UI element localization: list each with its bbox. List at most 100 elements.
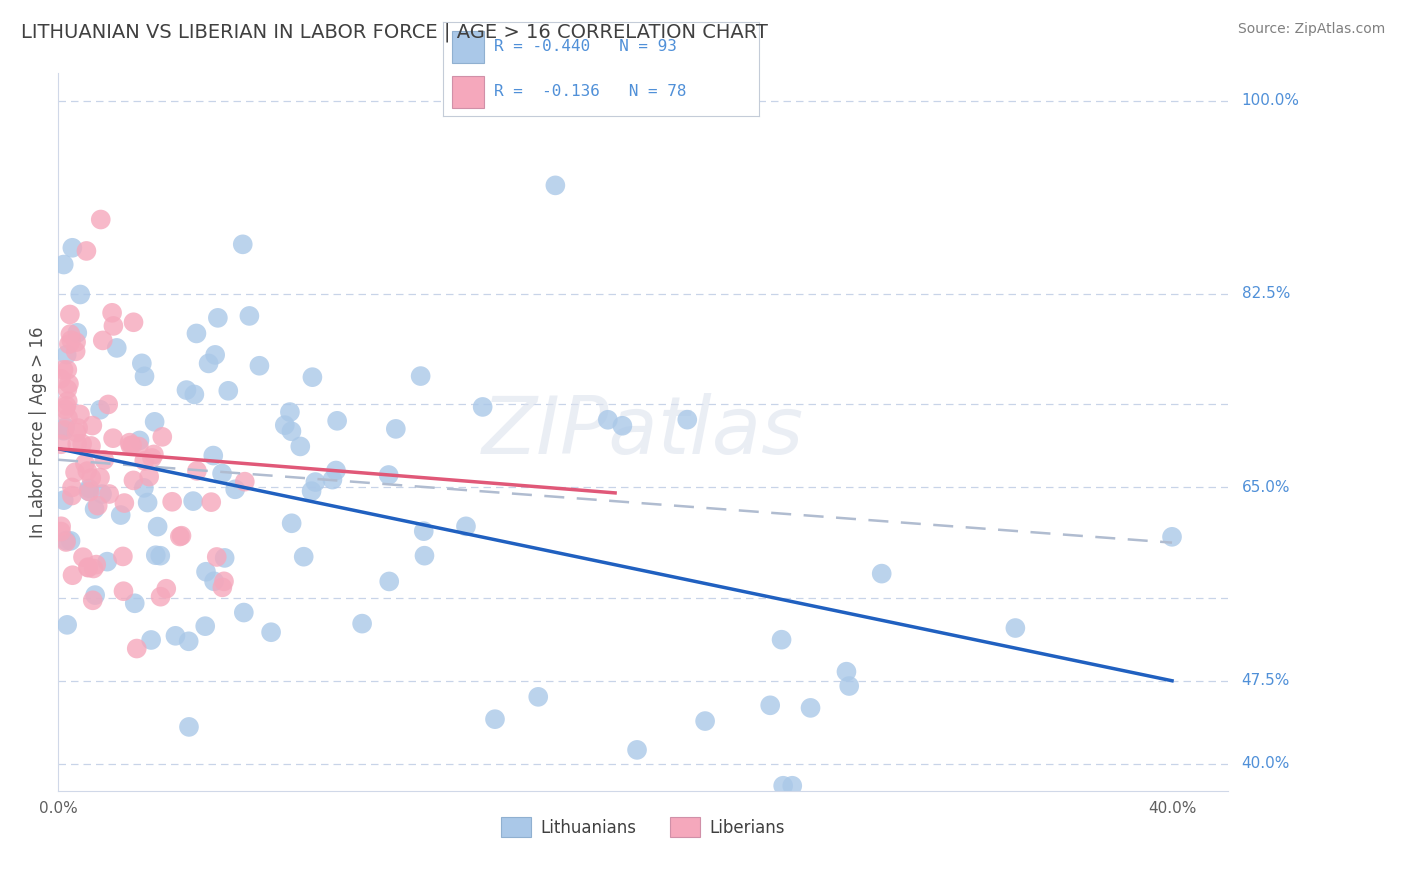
Point	[1004, 621, 1026, 635]
Point	[86, 499, 108, 513]
Point	[128, 440, 150, 454]
Point	[52, 258, 75, 272]
Point	[118, 435, 141, 450]
Point	[195, 565, 218, 579]
Point	[58, 376, 80, 391]
Point	[146, 519, 169, 533]
Point	[77, 482, 100, 496]
Point	[97, 397, 120, 411]
Point	[59, 308, 82, 322]
Point	[214, 550, 236, 565]
Y-axis label: In Labor Force | Age > 16: In Labor Force | Age > 16	[30, 326, 46, 538]
Point	[202, 449, 225, 463]
Point	[212, 574, 235, 589]
Point	[91, 334, 114, 348]
Point	[170, 529, 193, 543]
Point	[413, 549, 436, 563]
Point	[304, 475, 326, 489]
Point	[160, 495, 183, 509]
Point	[772, 779, 794, 793]
Point	[77, 560, 100, 574]
Point	[65, 344, 87, 359]
Point	[134, 369, 156, 384]
FancyBboxPatch shape	[453, 76, 484, 108]
Point	[217, 384, 239, 398]
Point	[325, 463, 347, 477]
Point	[377, 467, 399, 482]
Point	[56, 394, 79, 409]
Point	[131, 356, 153, 370]
Point	[238, 309, 260, 323]
Text: LITHUANIAN VS LIBERIAN IN LABOR FORCE | AGE > 16 CORRELATION CHART: LITHUANIAN VS LIBERIAN IN LABOR FORCE | …	[21, 22, 768, 42]
Point	[83, 561, 105, 575]
Point	[838, 679, 860, 693]
Point	[79, 484, 101, 499]
Point	[232, 237, 254, 252]
Point	[124, 596, 146, 610]
Point	[197, 356, 219, 370]
Point	[202, 574, 225, 589]
Point	[103, 318, 125, 333]
Point	[150, 430, 173, 444]
Point	[120, 439, 142, 453]
Point	[280, 424, 302, 438]
Point	[471, 400, 494, 414]
Point	[484, 712, 506, 726]
Point	[112, 496, 135, 510]
Point	[412, 524, 434, 538]
Point	[378, 574, 401, 589]
Point	[155, 582, 177, 596]
Point	[596, 413, 619, 427]
Point	[77, 560, 100, 574]
Point	[233, 475, 256, 489]
Point	[60, 489, 83, 503]
Point	[145, 548, 167, 562]
Point	[49, 524, 72, 539]
Point	[75, 244, 97, 258]
Point	[177, 634, 200, 648]
Point	[121, 438, 143, 452]
Point	[49, 372, 72, 386]
Point	[55, 399, 77, 413]
Point	[321, 473, 343, 487]
Point	[835, 665, 858, 679]
Point	[274, 418, 297, 433]
Point	[177, 720, 200, 734]
Point	[176, 383, 198, 397]
Text: 47.5%: 47.5%	[1241, 673, 1289, 689]
Text: 65.0%: 65.0%	[1241, 480, 1291, 495]
Point	[211, 580, 233, 594]
Point	[139, 632, 162, 647]
Point	[52, 493, 75, 508]
Point	[73, 457, 96, 471]
Point	[80, 471, 103, 485]
Point	[211, 467, 233, 481]
Point	[612, 418, 634, 433]
Point	[89, 402, 111, 417]
Point	[676, 412, 699, 426]
Point	[249, 359, 271, 373]
Point	[67, 421, 90, 435]
Point	[53, 420, 76, 434]
Point	[183, 387, 205, 401]
Point	[82, 593, 104, 607]
Point	[101, 431, 124, 445]
Point	[76, 464, 98, 478]
Point	[62, 568, 84, 582]
Point	[55, 535, 77, 549]
Point	[138, 469, 160, 483]
Point	[352, 616, 374, 631]
Point	[56, 363, 79, 377]
Point	[326, 414, 349, 428]
Point	[204, 348, 226, 362]
Point	[301, 484, 323, 499]
Text: ZIPatlas: ZIPatlas	[482, 393, 804, 471]
Point	[66, 326, 89, 340]
Point	[205, 549, 228, 564]
Point	[84, 558, 107, 572]
Point	[53, 423, 76, 437]
Legend: Lithuanians, Liberians: Lithuanians, Liberians	[494, 810, 792, 844]
Point	[93, 453, 115, 467]
Point	[290, 439, 312, 453]
Point	[454, 519, 477, 533]
